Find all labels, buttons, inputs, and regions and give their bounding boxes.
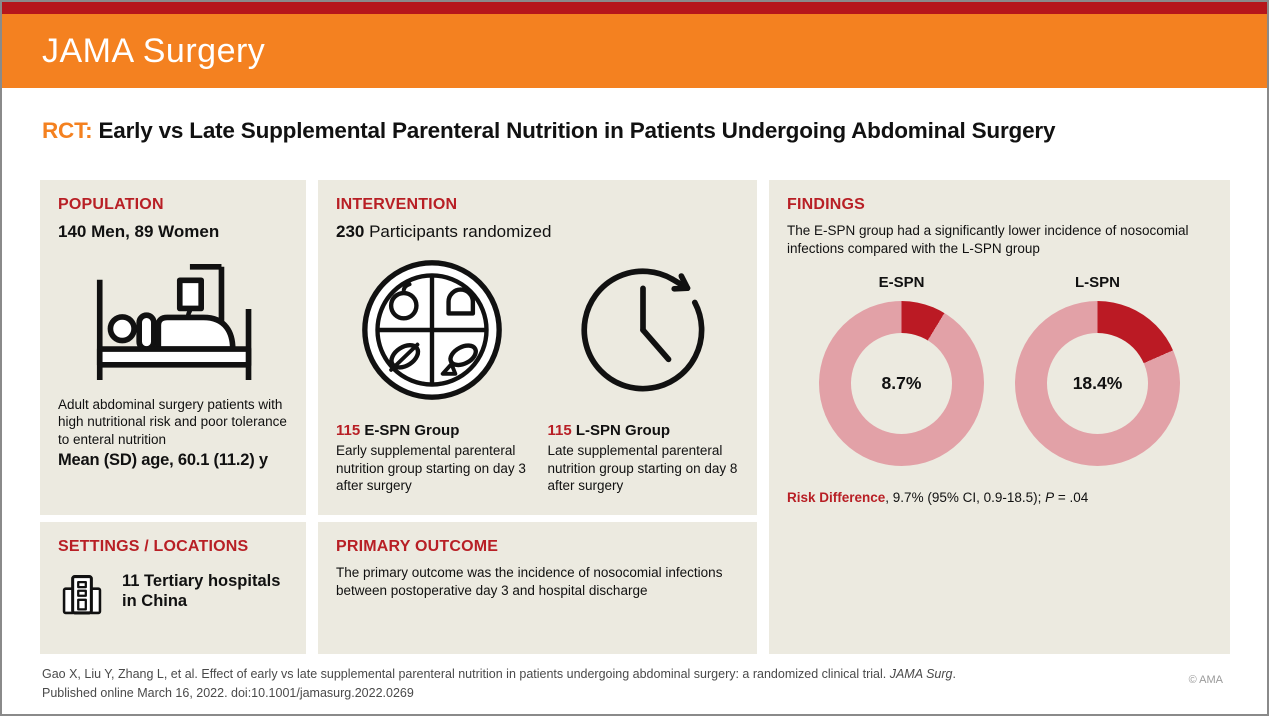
lspn-donut-hole: 18.4% — [1047, 332, 1148, 434]
espn-group-description: Early supplemental parenteral nutrition … — [336, 443, 526, 494]
hospital-building-icon — [62, 575, 102, 615]
lspn-group-block: 115 L-SPN Group Late supplemental parent… — [548, 406, 740, 495]
study-type-prefix: RCT: — [42, 118, 93, 143]
findings-heading: FINDINGS — [787, 196, 866, 213]
column-findings: FINDINGS The E-SPN group had a significa… — [769, 180, 1230, 654]
settings-heading: SETTINGS / LOCATIONS — [58, 538, 249, 555]
espn-group-block: 115 E-SPN Group Early supplemental paren… — [336, 406, 528, 495]
espn-donut-chart: 8.7% — [819, 300, 984, 466]
lspn-donut-group: L-SPN 18.4% — [1014, 274, 1182, 466]
population-description: Adult abdominal surgery patients with hi… — [58, 397, 287, 447]
p-value-symbol: P — [1045, 489, 1055, 505]
espn-donut-value: 8.7% — [881, 372, 922, 393]
espn-donut-group: E-SPN 8.7% — [818, 274, 986, 466]
espn-group-name: 115 E-SPN Group — [336, 422, 460, 439]
lspn-group-n: 115 — [547, 422, 572, 439]
top-red-bar — [2, 2, 1267, 14]
journal-title: JAMA Surgery — [42, 31, 266, 70]
journal-banner: JAMA Surgery — [2, 14, 1267, 88]
espn-donut-label: E-SPN — [878, 273, 925, 291]
ama-copyright: © AMA — [1188, 674, 1223, 686]
population-panel: POPULATION 140 Men, 89 Women — [40, 180, 306, 515]
lspn-donut-chart: 18.4% — [1015, 300, 1180, 466]
risk-difference-label: Risk Difference — [787, 489, 886, 505]
panels-grid: POPULATION 140 Men, 89 Women — [40, 180, 1230, 654]
population-age: Mean (SD) age, 60.1 (11.2) y — [58, 450, 268, 469]
findings-summary: The E-SPN group had a significantly lowe… — [787, 223, 1189, 256]
risk-difference-line: Risk Difference, 9.7% (95% CI, 0.9-18.5)… — [787, 489, 1089, 505]
primary-outcome-heading: PRIMARY OUTCOME — [336, 538, 499, 555]
espn-group-n: 115 — [336, 422, 361, 439]
population-demographics: 140 Men, 89 Women — [58, 222, 220, 241]
study-title: RCT: Early vs Late Supplemental Parenter… — [42, 118, 1227, 144]
column-population: POPULATION 140 Men, 89 Women — [40, 180, 306, 654]
citation-line2: Published online March 16, 2022. doi:10.… — [42, 686, 414, 701]
randomized-count-line: 230 Participants randomized — [336, 222, 739, 242]
findings-panel: FINDINGS The E-SPN group had a significa… — [769, 180, 1230, 654]
citation-text: Gao X, Liu Y, Zhang L, et al. Effect of … — [42, 667, 890, 681]
primary-outcome-panel: PRIMARY OUTCOME The primary outcome was … — [318, 522, 757, 654]
lspn-group-description: Late supplemental parenteral nutrition g… — [547, 443, 738, 494]
lspn-group-name: 115 L-SPN Group — [547, 422, 671, 439]
randomized-count: 230 — [336, 222, 365, 241]
settings-panel: SETTINGS / LOCATIONS 11 Tertiary hospita… — [40, 522, 306, 654]
lspn-donut-value: 18.4% — [1072, 372, 1123, 393]
intervention-panel: INTERVENTION 230 Participants randomized — [318, 180, 757, 515]
intervention-heading: INTERVENTION — [336, 196, 458, 213]
study-title-text: Early vs Late Supplemental Parenteral Nu… — [92, 118, 1056, 143]
donut-charts-row: E-SPN 8.7% L-SPN 18.4% — [787, 274, 1212, 466]
citation-journal: JAMA Surg — [889, 667, 953, 681]
clock-restart-icon — [581, 268, 705, 392]
primary-outcome-text: The primary outcome was the incidence of… — [336, 565, 723, 598]
column-intervention: INTERVENTION 230 Participants randomized — [318, 180, 757, 654]
lspn-donut-label: L-SPN — [1075, 273, 1120, 291]
settings-text: 11 Tertiary hospitals in China — [122, 572, 281, 610]
citation: Gao X, Liu Y, Zhang L, et al. Effect of … — [42, 667, 956, 701]
patient-in-bed-iv-icon — [96, 263, 252, 381]
population-heading: POPULATION — [58, 196, 164, 213]
espn-donut-hole: 8.7% — [851, 332, 952, 434]
food-plate-icon — [361, 260, 502, 400]
randomized-label: Participants randomized — [364, 222, 552, 241]
